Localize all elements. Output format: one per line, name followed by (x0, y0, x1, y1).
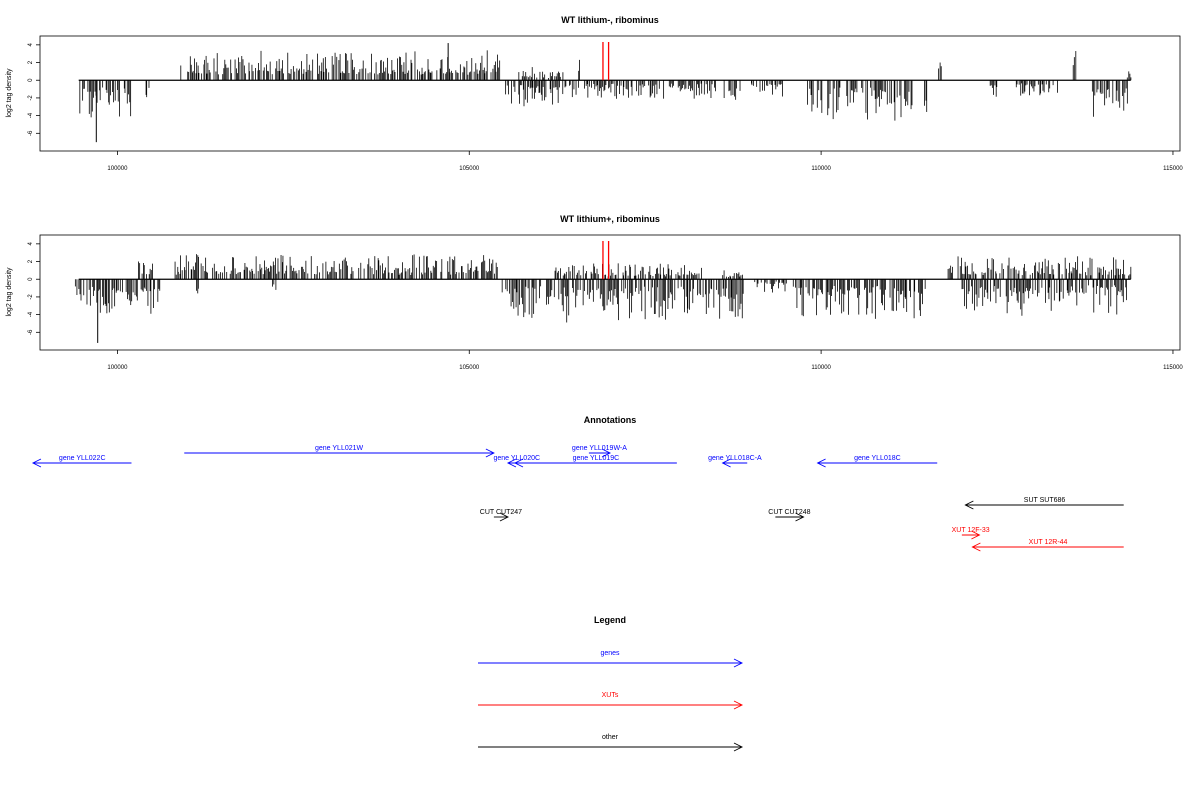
y-tick-label: 2 (28, 60, 34, 64)
feature-arrow-head (506, 458, 517, 468)
feature-label: gene YLL019W-A (572, 445, 627, 452)
track-1-title: WT lithium-, ribominus (561, 15, 659, 25)
feature-arrow-head (31, 458, 42, 468)
y-tick-label: -4 (28, 311, 34, 317)
legend-label: genes (600, 650, 620, 657)
feature-label: SUT SUT686 (1024, 497, 1066, 504)
track-2-title: WT lithium+, ribominus (560, 214, 660, 224)
y-tick-label: 4 (28, 43, 34, 47)
x-tick-label: 100000 (107, 365, 128, 371)
legend-panel: Legend genes XUTs other (478, 615, 744, 752)
legend-label: XUTs (602, 692, 619, 699)
track-1-plot-frame (39, 35, 1181, 152)
x-tick-label: 115000 (1163, 365, 1183, 371)
feature-label: gene YLL021W (315, 445, 364, 452)
legend-title: Legend (594, 615, 626, 625)
track-panel-2: WT lithium+, ribominus log2 tag density … (6, 214, 1183, 371)
y-tick-label: -2 (28, 294, 34, 300)
feature-arrow-head (971, 530, 981, 540)
track-2-bars (74, 241, 1132, 343)
feature-label: gene YLL018C (854, 455, 901, 462)
feature-label: XUT 12F-33 (952, 527, 990, 534)
legend-arrow-head (733, 658, 744, 668)
y-tick-label: 0 (28, 78, 34, 82)
feature-arrow-head (971, 542, 981, 552)
legend-arrow-head (733, 700, 744, 710)
x-tick-label: 110000 (811, 166, 831, 172)
x-tick-label: 110000 (811, 365, 831, 371)
x-tick-label: 105000 (459, 166, 480, 172)
annotations-title: Annotations (584, 415, 637, 425)
track-2-y-ticks: 4 2 0 -2 -4 -6 (28, 242, 40, 335)
feature-label: gene YLL019C (573, 455, 620, 462)
x-tick-label: 100000 (107, 166, 128, 172)
y-tick-label: 0 (28, 277, 34, 281)
feature-arrow-head (513, 458, 524, 468)
y-tick-label: -6 (28, 329, 34, 335)
feature-label: gene YLL018C-A (708, 455, 762, 462)
legend-label: other (602, 734, 619, 741)
y-tick-label: -2 (28, 95, 34, 101)
feature-arrow-head (485, 448, 495, 458)
feature-label: gene YLL020C (493, 455, 540, 462)
feature-label: CUT CUT247 (480, 509, 522, 516)
legend-arrow-head (733, 742, 744, 752)
x-tick-label: 105000 (459, 365, 480, 371)
feature-label: XUT 12R-44 (1029, 539, 1068, 546)
feature-arrow-head (499, 512, 509, 522)
feature-label: gene YLL022C (59, 455, 106, 462)
legend-items: genes XUTs other (478, 650, 744, 752)
track-panel-1: WT lithium-, ribominus log2 tag density … (6, 15, 1183, 172)
annotation-features: gene YLL022C gene YLL021W gene YLL020C gene… (31, 445, 1124, 552)
feature-arrow-head (601, 448, 612, 458)
feature-arrow-head (721, 458, 731, 468)
y-tick-label: 4 (28, 242, 34, 246)
y-tick-label: 2 (28, 259, 34, 263)
track-1-y-axis-label: log2 tag density (6, 68, 13, 118)
track-2-x-ticks: 100000 105000 110000 115000 (107, 350, 1183, 371)
y-tick-label: -4 (28, 112, 34, 118)
track-2-y-axis-label: log2 tag density (6, 267, 13, 317)
track-1-bars (78, 42, 1132, 143)
feature-arrow-head (816, 458, 826, 468)
track-2-plot-frame (39, 234, 1181, 351)
feature-label: CUT CUT248 (768, 509, 810, 516)
feature-arrow-head (795, 512, 805, 522)
track-1-x-ticks: 100000 105000 110000 115000 (107, 151, 1183, 172)
y-tick-label: -6 (28, 130, 34, 136)
x-tick-label: 115000 (1163, 166, 1183, 172)
track-1-y-ticks: 4 2 0 -2 -4 -6 (28, 43, 40, 136)
feature-arrow-head (964, 500, 974, 510)
